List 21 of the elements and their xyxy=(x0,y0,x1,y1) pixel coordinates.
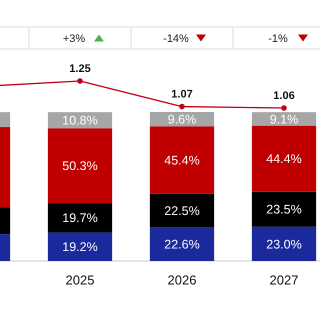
text: -14% xyxy=(163,32,190,45)
text: +3% xyxy=(62,32,86,45)
data-label: 19.7% xyxy=(62,211,98,226)
data-label: 23.0% xyxy=(266,237,302,252)
data-label: 1.25 xyxy=(69,63,91,75)
data-label: 50.3% xyxy=(62,159,98,174)
data-label: 9.6% xyxy=(168,112,196,127)
data-label: 1.06 xyxy=(273,90,295,102)
text: -1% xyxy=(268,32,288,45)
data-label: 19.2% xyxy=(62,240,98,254)
data-label: 22.6% xyxy=(164,238,200,252)
data-label: 1.07 xyxy=(171,88,193,101)
data-label: 44.4% xyxy=(266,152,302,166)
data-label: 9.1% xyxy=(270,112,298,126)
x-tick-label: 2025 xyxy=(66,272,94,288)
x-tick-label: 2027 xyxy=(270,272,298,288)
data-label: 23.5% xyxy=(266,202,302,217)
x-tick-label: 2026 xyxy=(168,272,196,288)
data-label: 10.8% xyxy=(62,114,98,128)
data-label: 45.4% xyxy=(164,153,200,168)
data-label: 22.5% xyxy=(164,204,200,218)
